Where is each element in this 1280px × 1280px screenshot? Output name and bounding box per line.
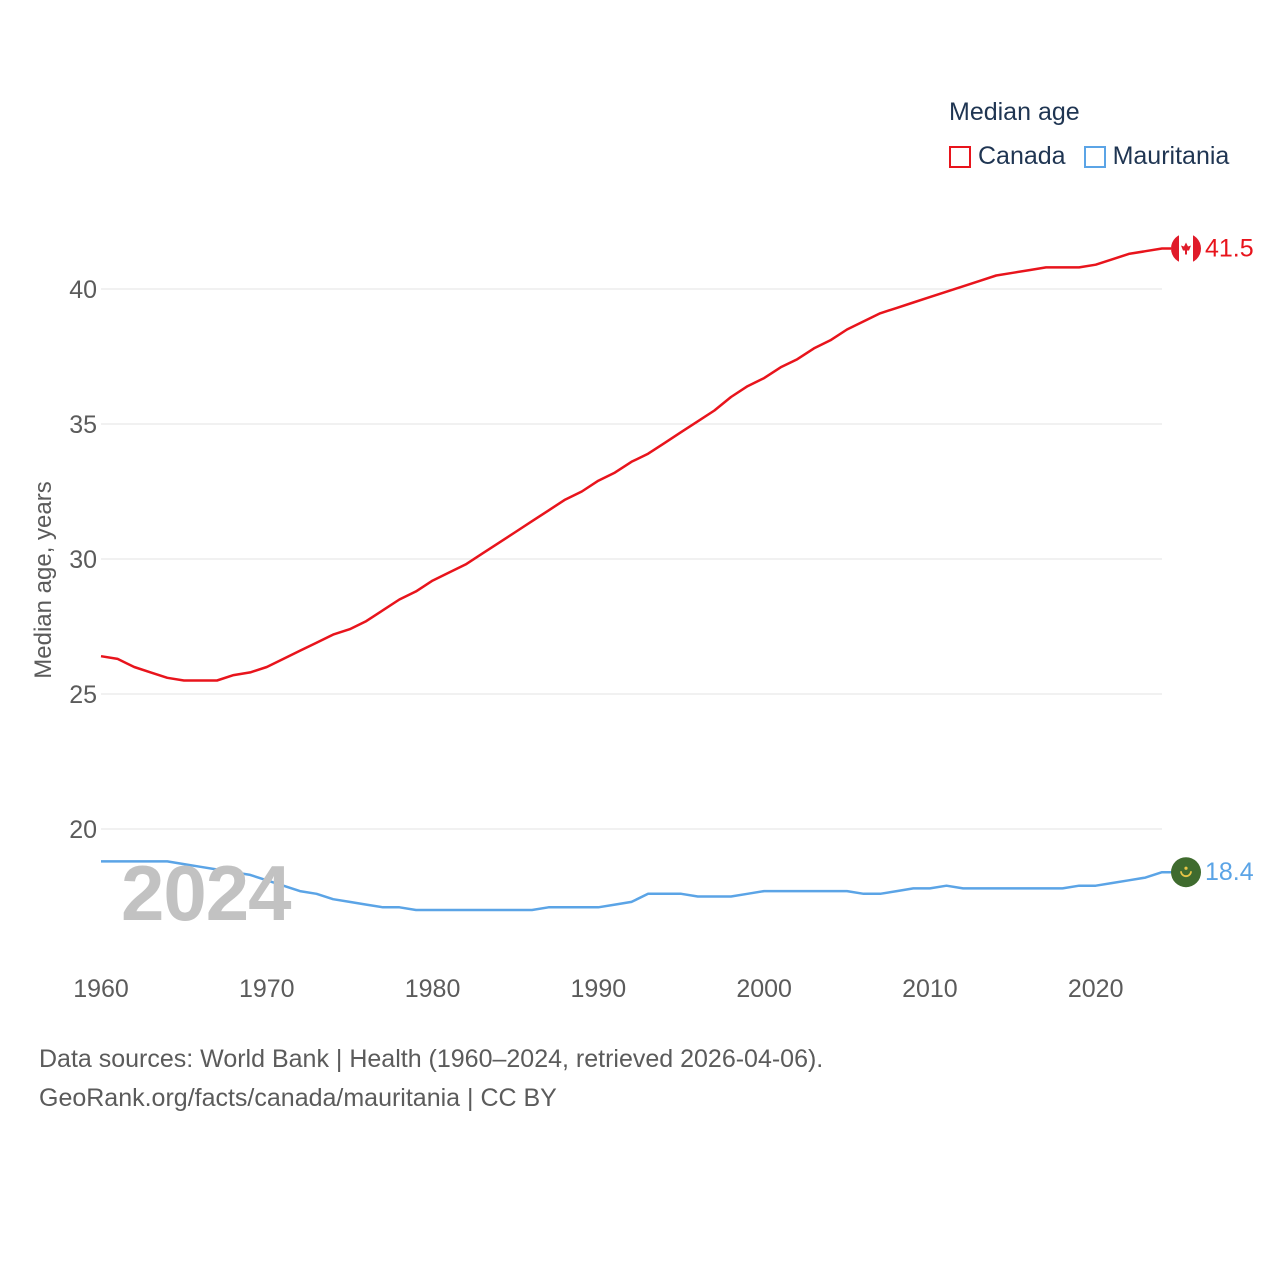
x-tick-label: 2020	[1068, 975, 1124, 1003]
series-lines	[100, 247, 1172, 912]
end-label-canada: 41.5	[1205, 235, 1254, 263]
x-tick-label: 2010	[902, 975, 958, 1003]
footer-sources: Data sources: World Bank | Health (1960–…	[39, 1045, 824, 1073]
y-tick-label: 30	[69, 546, 97, 574]
x-tick-label: 1970	[239, 975, 295, 1003]
canada-flag-icon	[1171, 233, 1201, 264]
y-axis-label: Median age, years	[30, 481, 57, 678]
year-watermark: 2024	[121, 849, 292, 937]
legend-title: Median age	[949, 98, 1080, 126]
y-tick-label: 20	[69, 816, 97, 844]
legend-label-canada: Canada	[978, 142, 1066, 170]
grid-lines	[101, 288, 1162, 830]
x-tick-label: 1960	[73, 975, 129, 1003]
y-tick-label: 40	[69, 276, 97, 304]
x-axis-tick-labels: 1960 1970 1980 1990 2000 2010 2020	[73, 975, 1123, 1003]
legend-item-mauritania[interactable]: Mauritania	[1083, 142, 1230, 171]
series-line-canada	[100, 247, 1172, 682]
x-tick-label: 1990	[571, 975, 627, 1003]
legend-swatch-mauritania	[1083, 145, 1106, 168]
series-end-labels: 41.5 18.4	[1171, 233, 1254, 888]
mauritania-flag-icon	[1171, 857, 1201, 888]
y-tick-label: 35	[69, 411, 97, 439]
legend-label-mauritania: Mauritania	[1112, 142, 1230, 170]
y-axis-tick-labels: 20 25 30 35 40	[69, 276, 97, 844]
footer-attribution[interactable]: GeoRank.org/facts/canada/mauritania | CC…	[39, 1084, 557, 1112]
end-label-mauritania: 18.4	[1205, 858, 1254, 886]
legend: Canada Mauritania	[949, 142, 1247, 171]
x-tick-label: 2000	[736, 975, 792, 1003]
y-tick-label: 25	[69, 681, 97, 709]
legend-item-canada[interactable]: Canada	[949, 142, 1066, 171]
series-line-mauritania	[101, 860, 1172, 912]
x-tick-label: 1980	[405, 975, 461, 1003]
legend-swatch-canada	[949, 145, 971, 168]
